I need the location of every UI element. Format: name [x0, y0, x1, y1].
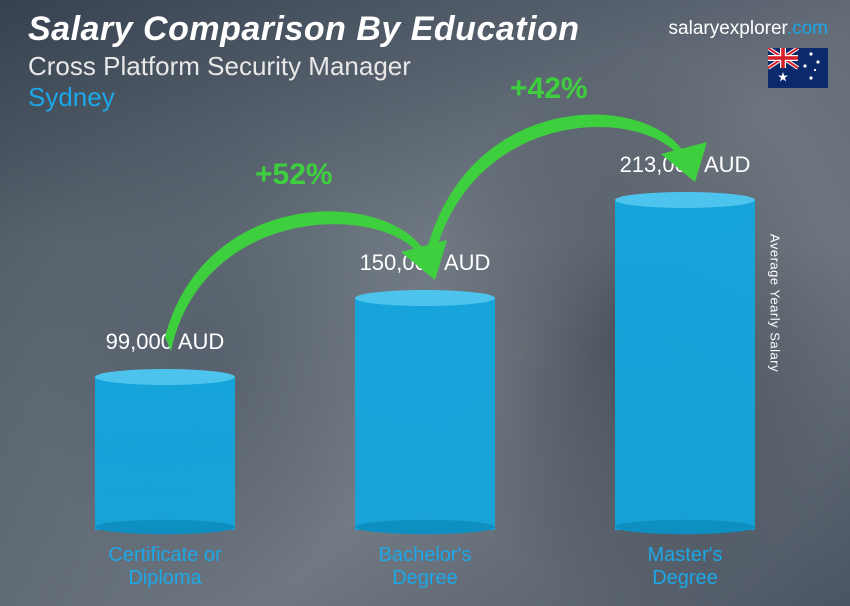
bar-bottom-ellipse	[355, 520, 495, 534]
brand-logo: salaryexplorer.com	[669, 18, 828, 40]
bar-category-label: Certificate orDiploma	[108, 544, 221, 590]
bar-bottom-ellipse	[95, 520, 235, 534]
bar	[95, 377, 235, 530]
arrow-arc	[425, 114, 685, 271]
brand-domain: .com	[787, 18, 828, 39]
bar-body	[95, 377, 235, 530]
page-subtitle: Cross Platform Security Manager	[28, 51, 830, 82]
bar-category-label: Bachelor'sDegree	[379, 544, 472, 590]
arrow-head-icon	[661, 142, 707, 182]
city-label: Sydney	[28, 82, 830, 113]
bar-bottom-ellipse	[615, 520, 755, 534]
y-axis-label: Average Yearly Salary	[767, 234, 782, 372]
bar-category-label: Master'sDegree	[648, 544, 723, 590]
flag-icon	[768, 48, 828, 88]
percent-increase-label: +52%	[255, 158, 333, 192]
brand-name: salaryexplorer	[669, 18, 787, 39]
